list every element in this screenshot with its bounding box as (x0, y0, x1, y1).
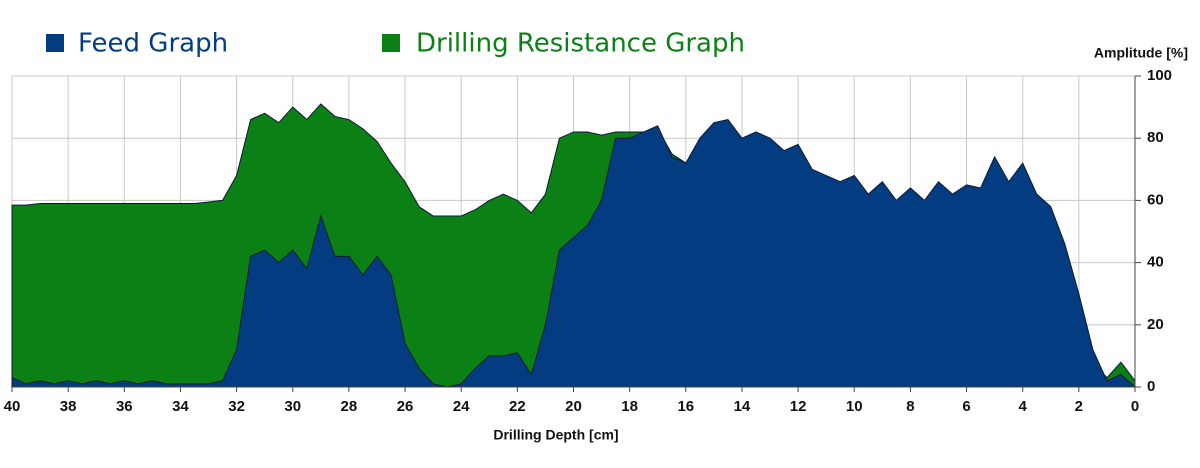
x-tick-label: 6 (962, 398, 970, 415)
x-tick-label: 2 (1075, 398, 1083, 415)
x-tick-label: 12 (790, 398, 807, 415)
x-tick-label: 0 (1131, 398, 1139, 415)
y-tick-label: 100 (1147, 67, 1172, 84)
x-tick-label: 20 (565, 398, 582, 415)
area (11, 118, 1137, 388)
x-tick-label: 28 (341, 398, 358, 415)
y-tick-label: 20 (1147, 316, 1164, 333)
y-axis-label: Amplitude [%] (1094, 45, 1188, 61)
x-tick-label: 34 (172, 398, 189, 415)
y-tick-label: 80 (1147, 129, 1164, 146)
x-tick-label: 14 (734, 398, 751, 415)
x-tick-label: 24 (453, 398, 470, 415)
legend-swatch (382, 34, 400, 52)
x-tick-label: 10 (846, 398, 863, 415)
x-tick-label: 8 (906, 398, 914, 415)
x-tick-label: 38 (60, 398, 77, 415)
x-axis-label: Drilling Depth [cm] (493, 427, 618, 443)
x-tick-label: 40 (4, 398, 21, 415)
y-tick-label: 60 (1147, 191, 1164, 208)
legend-label: Feed Graph (78, 29, 228, 59)
legend-swatch (46, 34, 64, 52)
y-tick-label: 0 (1147, 378, 1155, 395)
x-tick-label: 26 (397, 398, 414, 415)
x-tick-label: 32 (228, 398, 245, 415)
legend-label: Drilling Resistance Graph (416, 29, 745, 59)
y-tick-label: 40 (1147, 254, 1164, 271)
x-tick-label: 30 (284, 398, 301, 415)
x-tick-label: 16 (677, 398, 694, 415)
x-tick-label: 36 (116, 398, 133, 415)
x-tick-label: 18 (621, 398, 638, 415)
x-tick-label: 22 (509, 398, 526, 415)
x-tick-label: 4 (1019, 398, 1028, 415)
